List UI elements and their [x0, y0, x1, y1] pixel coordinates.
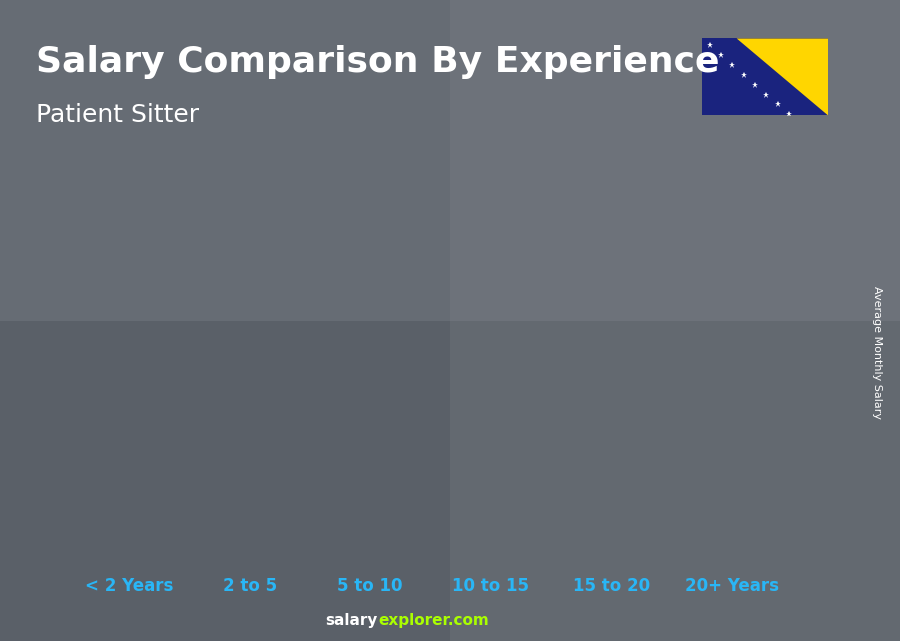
Text: salary: salary	[326, 613, 378, 628]
Text: Patient Sitter: Patient Sitter	[36, 103, 199, 126]
Text: +nan%: +nan%	[482, 306, 547, 324]
Polygon shape	[401, 438, 409, 558]
Bar	[580, 353, 643, 558]
Bar	[219, 478, 281, 558]
Polygon shape	[339, 438, 409, 440]
Polygon shape	[281, 476, 288, 558]
Bar	[98, 506, 160, 558]
Bar	[0, 0, 900, 320]
Bar	[459, 399, 522, 558]
Polygon shape	[160, 504, 168, 558]
Text: 0 BAM: 0 BAM	[712, 284, 751, 297]
Text: +nan%: +nan%	[362, 353, 427, 370]
Text: 10 to 15: 10 to 15	[452, 577, 529, 595]
Text: Average Monthly Salary: Average Monthly Salary	[872, 286, 883, 419]
Polygon shape	[580, 351, 650, 353]
Text: 0 BAM: 0 BAM	[471, 381, 510, 395]
Text: 2 to 5: 2 to 5	[222, 577, 277, 595]
Text: 0 BAM: 0 BAM	[350, 422, 391, 436]
Polygon shape	[736, 38, 828, 115]
Text: +nan%: +nan%	[121, 432, 186, 450]
Polygon shape	[763, 299, 770, 558]
Text: 15 to 20: 15 to 20	[572, 577, 650, 595]
Text: explorer.com: explorer.com	[378, 613, 489, 628]
Text: 5 to 10: 5 to 10	[338, 577, 403, 595]
Text: 20+ Years: 20+ Years	[685, 577, 778, 595]
Polygon shape	[643, 351, 650, 558]
Polygon shape	[700, 299, 770, 301]
Text: 0 BAM: 0 BAM	[230, 461, 270, 474]
Polygon shape	[522, 397, 529, 558]
Text: < 2 Years: < 2 Years	[86, 577, 174, 595]
Text: Salary Comparison By Experience: Salary Comparison By Experience	[36, 45, 719, 79]
Bar	[700, 301, 763, 558]
Text: 0 BAM: 0 BAM	[110, 489, 149, 503]
Polygon shape	[459, 397, 529, 399]
Text: +nan%: +nan%	[603, 255, 668, 273]
Bar	[450, 0, 900, 641]
Bar	[339, 440, 401, 558]
Polygon shape	[219, 476, 288, 478]
Text: +nan%: +nan%	[241, 394, 306, 412]
Polygon shape	[98, 504, 168, 506]
Text: 0 BAM: 0 BAM	[591, 335, 631, 349]
